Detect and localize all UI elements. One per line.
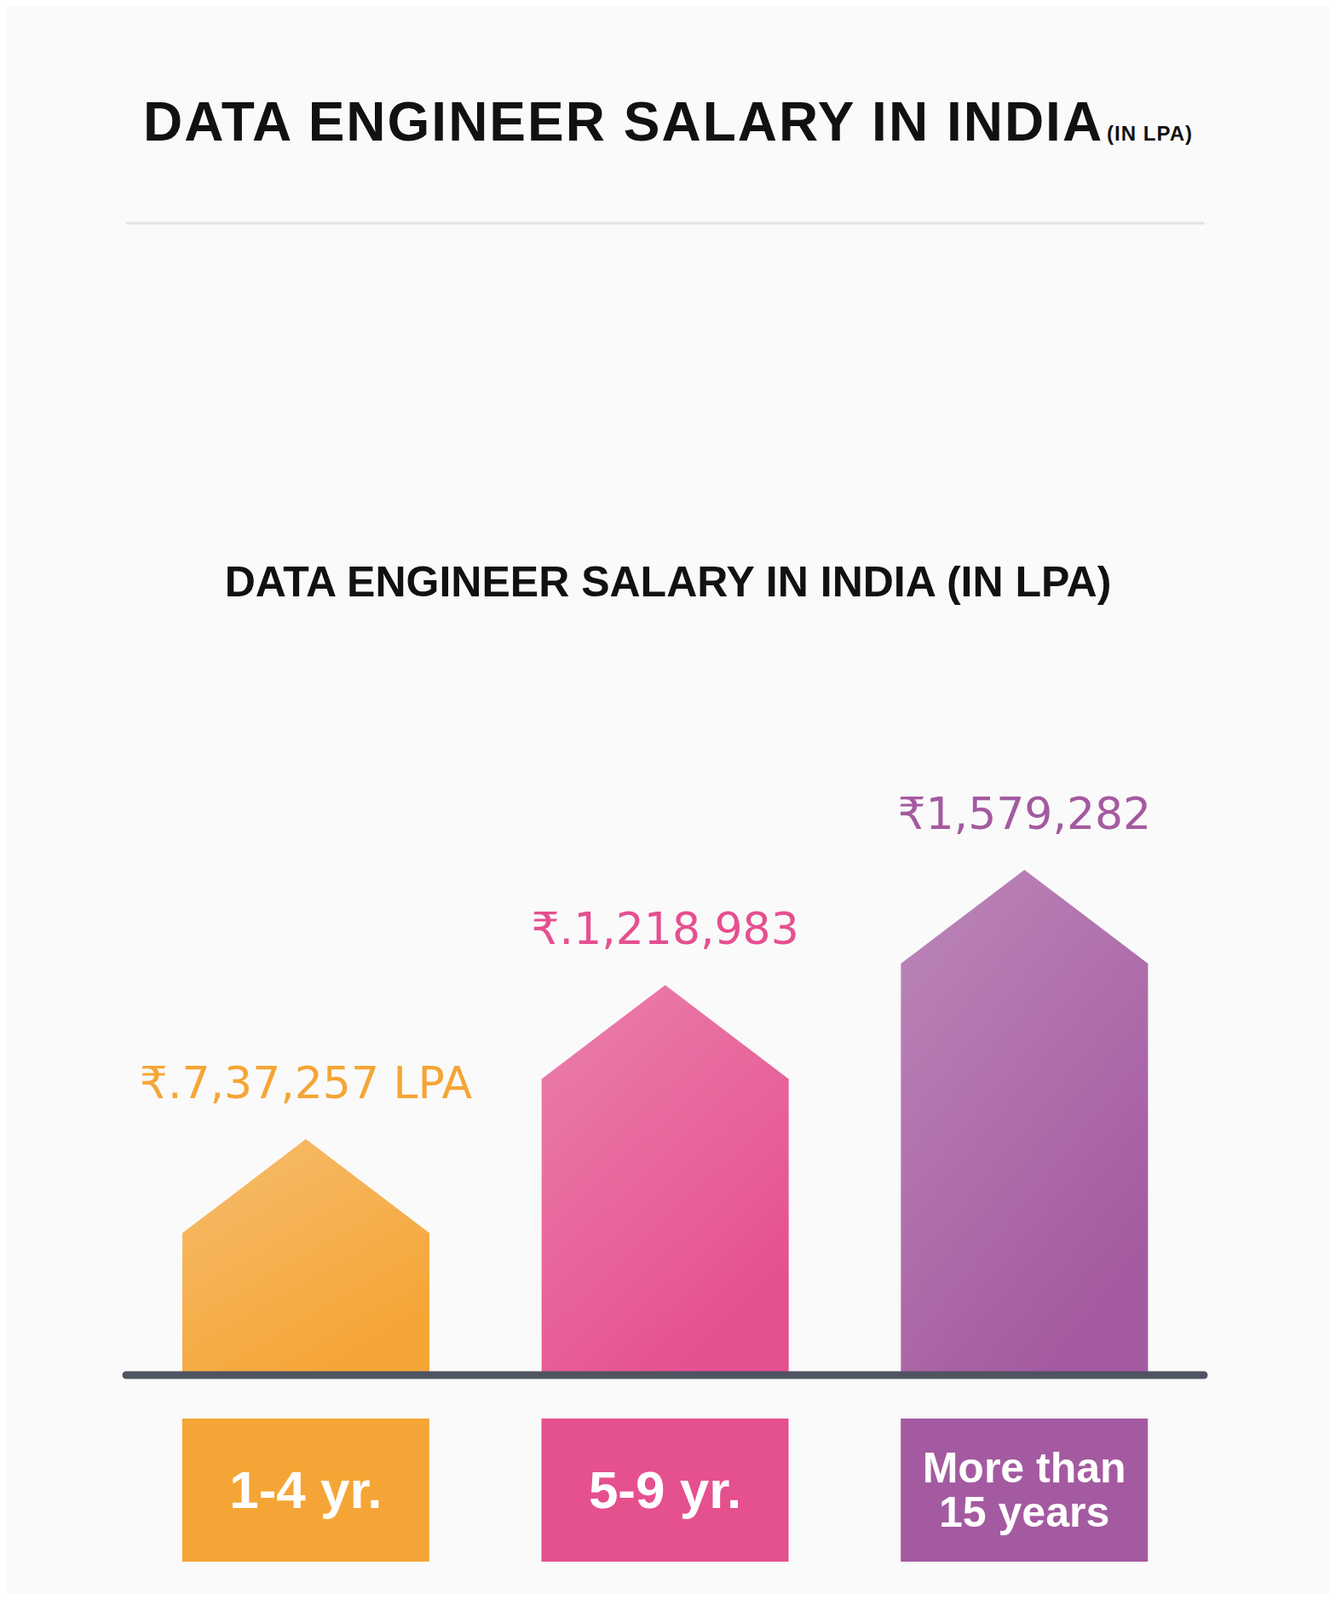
html-text:DATA ENGINEER SALARY IN INDIA: DATA ENGINEER SALARY IN INDIA (IN LPA) bbox=[224, 558, 1112, 606]
svg-text:₹1,579,282: ₹1,579,282 bbox=[897, 788, 1152, 840]
svg-text:₹.1,218,983: ₹.1,218,983 bbox=[531, 903, 800, 955]
html-text:1-4 yr.: 1-4 yr. bbox=[229, 1460, 383, 1520]
html-text:More than 15 years: More than 15 years bbox=[922, 1443, 1127, 1537]
html-text:(IN LPA): (IN LPA) bbox=[1106, 121, 1193, 145]
html-text:DATA ENGINEER SALARY IN INDIA: DATA ENGINEER SALARY IN INDIA bbox=[143, 91, 1104, 153]
html-text:5-9 yr.: 5-9 yr. bbox=[588, 1460, 742, 1520]
svg-text:₹.7,37,257 LPA: ₹.7,37,257 LPA bbox=[139, 1057, 473, 1109]
